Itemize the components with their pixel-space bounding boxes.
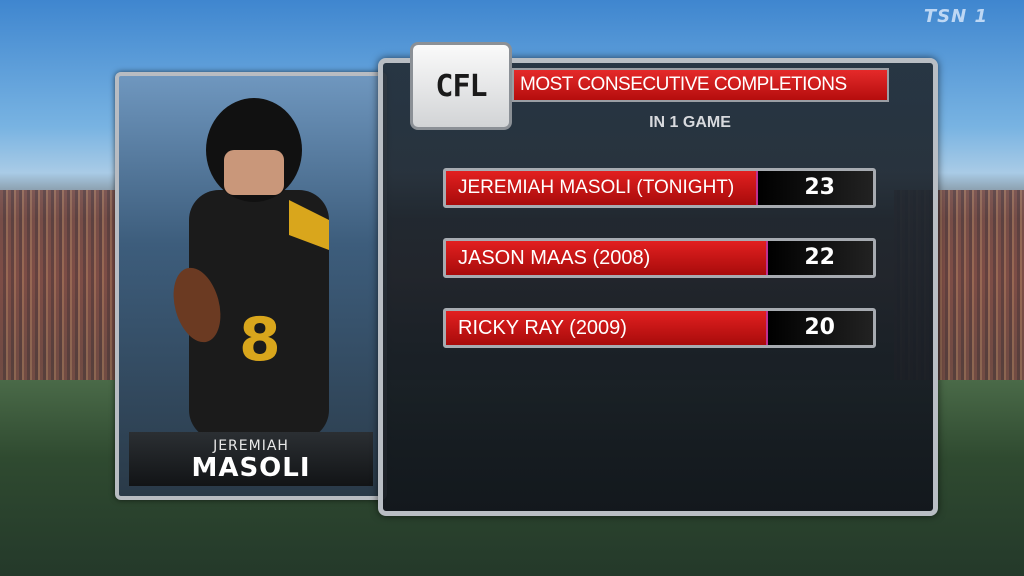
graphic-subtitle: IN 1 GAME: [649, 114, 731, 131]
player-name-plate: JEREMIAH MASOLI: [129, 432, 373, 486]
stadium-stands-left: [0, 190, 130, 380]
broadcaster-logo: TSN 1: [923, 6, 988, 27]
cfl-logo: CFL: [410, 42, 512, 130]
stat-row-value: 22: [768, 241, 873, 275]
stat-row-value: 20: [768, 311, 873, 345]
stat-row-label: RICKY RAY (2009): [446, 311, 768, 345]
player-first-name: JEREMIAH: [213, 438, 289, 454]
player-panel: 8 JEREMIAH MASOLI: [115, 72, 387, 500]
stat-row-label: JEREMIAH MASOLI (TONIGHT): [446, 171, 758, 205]
player-photo: 8: [173, 98, 329, 440]
stat-row: JASON MAAS (2008) 22: [443, 238, 876, 278]
graphic-title: MOST CONSECUTIVE COMPLETIONS: [512, 68, 889, 102]
stat-row-value: 23: [758, 171, 873, 205]
svg-text:8: 8: [239, 305, 281, 375]
player-last-name: MASOLI: [191, 453, 311, 483]
stat-row-label: JASON MAAS (2008): [446, 241, 768, 275]
stat-row: JEREMIAH MASOLI (TONIGHT) 23: [443, 168, 876, 208]
stat-row: RICKY RAY (2009) 20: [443, 308, 876, 348]
stats-panel: [378, 58, 938, 516]
